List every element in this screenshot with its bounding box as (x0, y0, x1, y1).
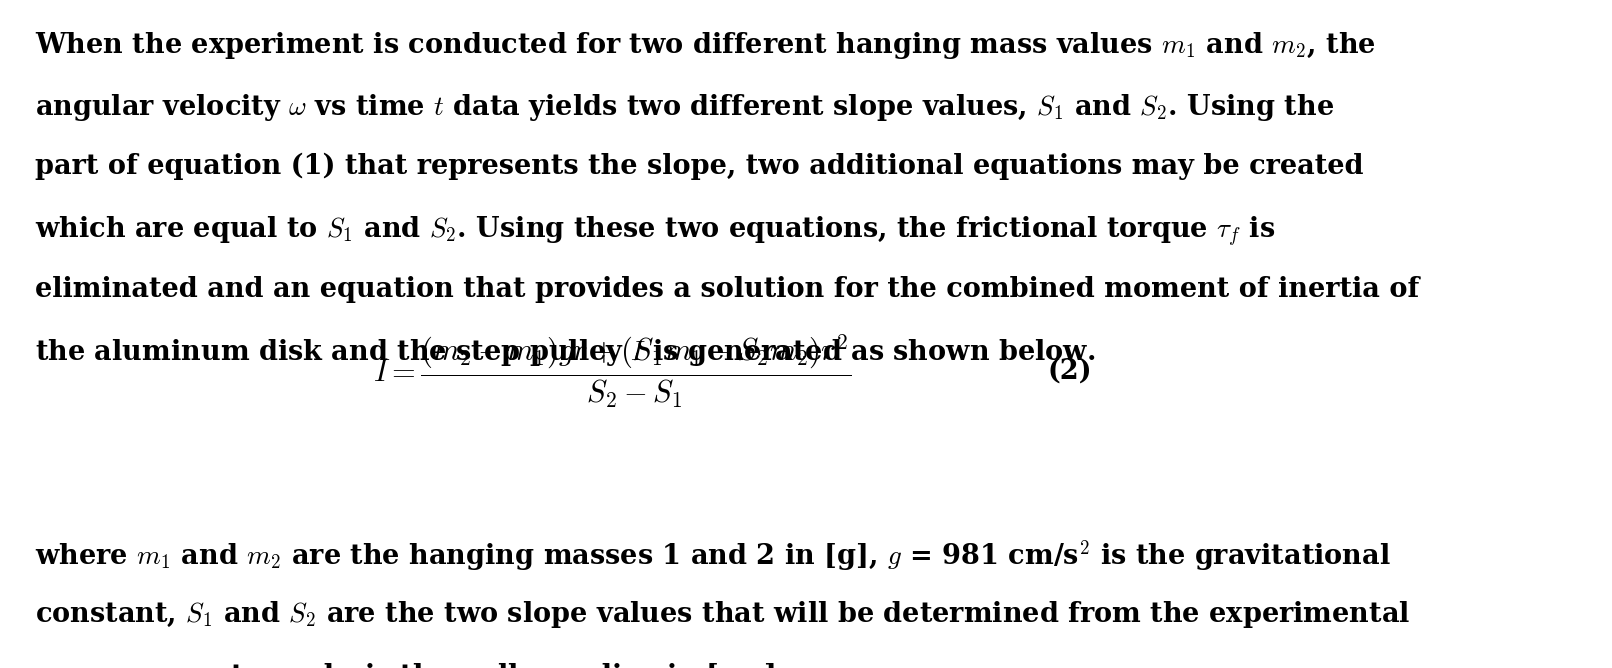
Text: constant, $\mathit{S_1}$ and $\mathit{S_2}$ are the two slope values that will b: constant, $\mathit{S_1}$ and $\mathit{S_… (35, 599, 1410, 630)
Text: When the experiment is conducted for two different hanging mass values $\mathit{: When the experiment is conducted for two… (35, 30, 1377, 61)
Text: which are equal to $\mathit{S_1}$ and $\mathit{S_2}$. Using these two equations,: which are equal to $\mathit{S_1}$ and $\… (35, 214, 1275, 248)
Text: (2): (2) (1048, 357, 1093, 384)
Text: $\mathit{I} = \dfrac{(m_2 - m_1)gr + (S_1 m_1 - S_2 m_2)r^2}{S_2 - S_1}$: $\mathit{I} = \dfrac{(m_2 - m_1)gr + (S_… (374, 332, 851, 409)
Text: the aluminum disk and the step pulley $\mathit{I}$ is generated as shown below.: the aluminum disk and the step pulley $\… (35, 337, 1096, 368)
Text: measurements, and $\mathit{r}$ is the pulley radius in [cm].: measurements, and $\mathit{r}$ is the pu… (35, 661, 787, 668)
Text: eliminated and an equation that provides a solution for the combined moment of i: eliminated and an equation that provides… (35, 276, 1420, 303)
Text: angular velocity $\mathit{\omega}$ vs time $\mathit{t}$ data yields two differen: angular velocity $\mathit{\omega}$ vs ti… (35, 92, 1335, 122)
Text: part of equation (1) that represents the slope, two additional equations may be : part of equation (1) that represents the… (35, 153, 1364, 180)
Text: where $\mathit{m_1}$ and $\mathit{m_2}$ are the hanging masses 1 and 2 in [g], $: where $\mathit{m_1}$ and $\mathit{m_2}$ … (35, 538, 1391, 574)
